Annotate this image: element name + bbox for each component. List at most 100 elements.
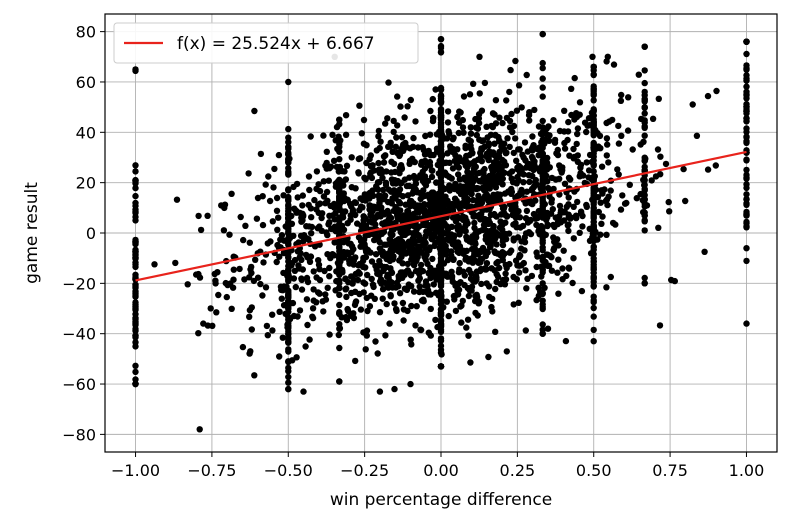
scatter-point bbox=[456, 215, 464, 222]
scatter-point bbox=[655, 95, 662, 103]
scatter-point bbox=[285, 170, 292, 177]
scatter-point bbox=[618, 132, 625, 139]
scatter-point bbox=[493, 241, 500, 248]
scatter-point bbox=[228, 305, 235, 312]
scatter-point bbox=[276, 308, 283, 315]
scatter-point bbox=[483, 260, 491, 267]
scatter-point bbox=[226, 231, 233, 238]
scatter-point bbox=[419, 144, 426, 151]
scatter-point bbox=[335, 133, 342, 140]
legend: f(x) = 25.524x + 6.667 bbox=[113, 22, 419, 64]
scatter-point bbox=[493, 260, 500, 267]
scatter-point bbox=[662, 160, 670, 168]
scatter-point bbox=[132, 281, 139, 288]
scatter-point bbox=[576, 99, 584, 106]
scatter-point bbox=[368, 275, 375, 283]
scatter-point bbox=[440, 304, 447, 311]
scatter-point bbox=[195, 330, 202, 337]
scatter-point bbox=[389, 148, 396, 155]
scatter-point bbox=[474, 156, 482, 163]
scatter-point bbox=[565, 118, 572, 126]
scatter-point bbox=[173, 196, 181, 203]
scatter-point bbox=[326, 273, 333, 280]
scatter-point bbox=[489, 295, 496, 302]
scatter-point bbox=[655, 224, 662, 231]
scatter-point bbox=[385, 79, 392, 86]
scatter-point bbox=[339, 268, 346, 275]
scatter-point bbox=[590, 63, 597, 71]
scatter-point bbox=[325, 221, 332, 228]
scatter-point bbox=[590, 326, 597, 334]
scatter-point bbox=[445, 173, 453, 180]
scatter-point bbox=[427, 305, 434, 313]
scatter-point bbox=[384, 281, 391, 288]
scatter-point bbox=[361, 280, 369, 287]
scatter-point bbox=[408, 214, 416, 221]
scatter-point bbox=[583, 128, 590, 136]
scatter-point bbox=[537, 130, 545, 138]
scatter-point bbox=[335, 331, 342, 339]
scatter-point bbox=[285, 139, 292, 146]
scatter-point bbox=[374, 270, 381, 277]
scatter-point bbox=[282, 310, 289, 317]
scatter-point bbox=[556, 191, 563, 198]
scatter-point bbox=[348, 289, 355, 297]
scatter-point bbox=[566, 175, 573, 183]
scatter-point bbox=[471, 219, 478, 227]
scatter-point bbox=[560, 247, 567, 254]
scatter-point bbox=[269, 311, 276, 318]
scatter-point bbox=[535, 292, 542, 300]
scatter-point bbox=[412, 118, 419, 125]
scatter-point bbox=[132, 325, 139, 333]
scatter-point bbox=[501, 190, 509, 197]
scatter-point bbox=[476, 136, 483, 143]
scatter-point bbox=[496, 114, 503, 121]
scatter-point bbox=[477, 256, 484, 264]
scatter-point bbox=[355, 262, 362, 269]
scatter-point bbox=[246, 239, 253, 246]
scatter-point bbox=[466, 238, 473, 245]
scatter-point bbox=[342, 286, 349, 293]
scatter-point bbox=[204, 212, 211, 219]
scatter-point bbox=[428, 193, 436, 200]
scatter-point bbox=[455, 119, 463, 126]
scatter-point bbox=[577, 208, 585, 215]
scatter-point bbox=[437, 116, 445, 124]
scatter-point bbox=[336, 378, 343, 385]
scatter-point bbox=[440, 260, 448, 267]
scatter-point bbox=[552, 176, 559, 183]
y-axis-label: game result bbox=[22, 182, 42, 284]
scatter-point bbox=[517, 189, 524, 196]
scatter-point bbox=[292, 283, 299, 291]
scatter-point bbox=[526, 117, 533, 124]
scatter-point bbox=[321, 267, 328, 275]
scatter-point bbox=[333, 123, 341, 131]
scatter-point bbox=[408, 341, 415, 348]
scatter-point bbox=[262, 284, 270, 291]
scatter-point bbox=[522, 164, 530, 171]
scatter-point bbox=[427, 274, 434, 282]
legend-entry-label: f(x) = 25.524x + 6.667 bbox=[177, 34, 375, 54]
scatter-point bbox=[379, 186, 387, 194]
scatter-point bbox=[518, 104, 525, 111]
scatter-point bbox=[541, 200, 548, 208]
scatter-point bbox=[475, 111, 483, 118]
scatter-point bbox=[656, 322, 664, 329]
scatter-point bbox=[379, 174, 386, 182]
scatter-point bbox=[538, 273, 545, 280]
scatter-point bbox=[590, 90, 597, 97]
scatter-point bbox=[568, 111, 575, 119]
scatter-point bbox=[196, 426, 203, 433]
scatter-point bbox=[355, 268, 362, 276]
scatter-point bbox=[358, 130, 365, 137]
scatter-point bbox=[304, 254, 311, 261]
scatter-point bbox=[471, 239, 479, 246]
scatter-point bbox=[285, 205, 292, 212]
scatter-point bbox=[304, 321, 311, 329]
scatter-point bbox=[555, 256, 562, 263]
scatter-point bbox=[132, 343, 139, 350]
scatter-point bbox=[416, 275, 423, 282]
scatter-point bbox=[512, 57, 519, 65]
scatter-point bbox=[578, 287, 586, 295]
